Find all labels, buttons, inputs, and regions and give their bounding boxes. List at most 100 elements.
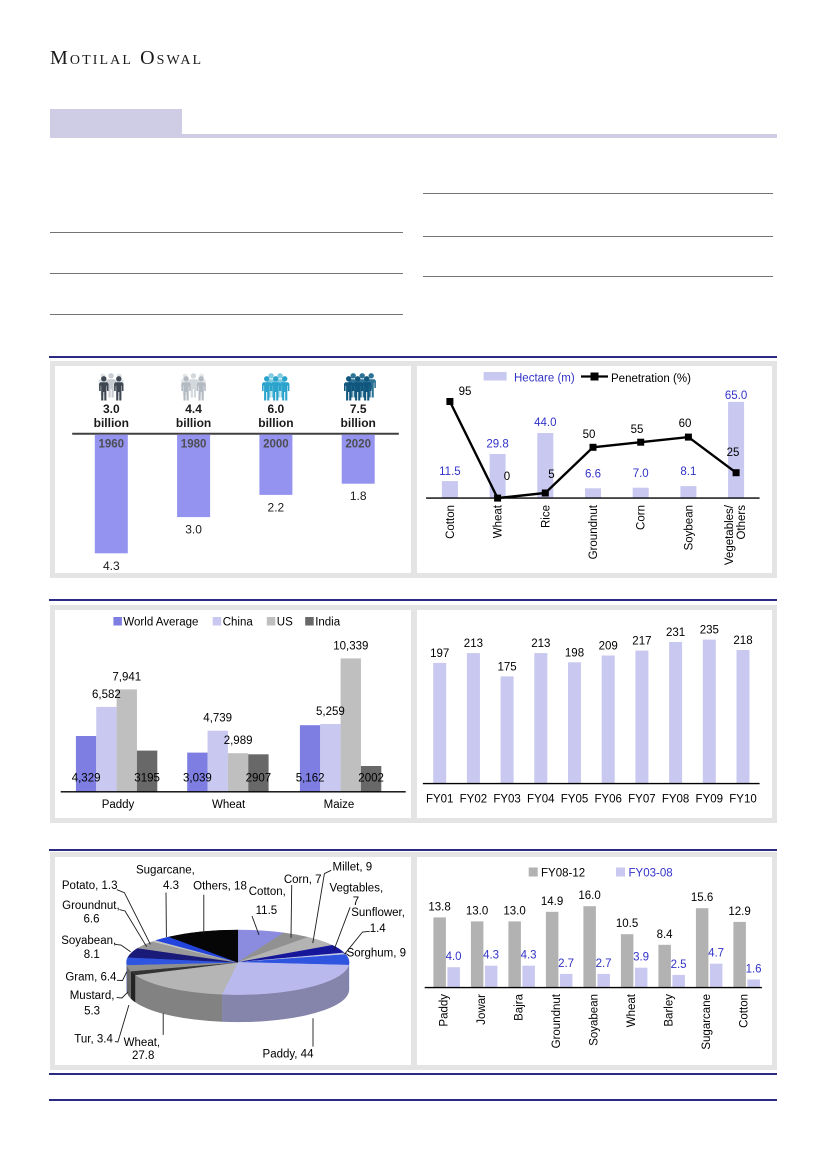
svg-text:2000: 2000 [263,439,289,451]
svg-text:1.6: 1.6 [746,964,762,976]
svg-text:50: 50 [583,429,596,441]
svg-text:4.3: 4.3 [163,880,179,892]
svg-text:5: 5 [548,469,554,481]
svg-text:Gram, 6.4: Gram, 6.4 [65,971,117,983]
svg-text:5.3: 5.3 [84,1005,100,1017]
svg-text:1.8: 1.8 [350,489,367,503]
svg-text:16.0: 16.0 [578,890,600,902]
svg-text:Groundnut,: Groundnut, [62,900,120,912]
svg-text:Rice: Rice [540,505,552,528]
svg-text:8.1: 8.1 [84,949,100,961]
svg-text:2.2: 2.2 [268,500,285,514]
svg-text:13.0: 13.0 [466,905,488,917]
svg-text:Vegtables,: Vegtables, [329,882,383,894]
svg-text:Groundnut: Groundnut [551,993,563,1048]
svg-text:2.7: 2.7 [596,958,612,970]
svg-text:1980: 1980 [181,439,207,451]
svg-text:55: 55 [631,424,644,436]
svg-text:FY09: FY09 [696,794,724,806]
svg-text:Jowar: Jowar [476,994,488,1025]
svg-text:Others: Others [736,505,748,540]
svg-text:Soyabean: Soyabean [588,994,600,1046]
svg-text:3,039: 3,039 [183,772,212,784]
svg-text:2020: 2020 [345,439,371,451]
svg-text:13.0: 13.0 [503,905,525,917]
svg-text:7: 7 [353,896,359,908]
svg-text:29.8: 29.8 [486,439,508,451]
svg-text:15.6: 15.6 [691,892,713,904]
svg-text:209: 209 [599,641,618,653]
svg-text:Penetration (%): Penetration (%) [611,373,691,385]
svg-text:4.4: 4.4 [185,402,202,416]
svg-text:Mustard,: Mustard, [70,990,115,1002]
svg-text:Maize: Maize [324,799,355,811]
svg-text:3.0: 3.0 [103,402,120,416]
svg-text:Tur, 3.4: Tur, 3.4 [74,1033,113,1045]
svg-text:Wheat,: Wheat, [124,1037,160,1049]
svg-text:World Average: World Average [123,617,198,629]
svg-text:Hectare (m): Hectare (m) [514,373,575,385]
svg-text:44.0: 44.0 [534,417,556,429]
svg-text:213: 213 [464,638,483,650]
svg-text:1960: 1960 [99,439,125,451]
svg-text:3.0: 3.0 [185,523,202,537]
svg-text:218: 218 [733,635,752,647]
svg-text:China: China [223,617,254,629]
svg-text:Sunflower,: Sunflower, [351,907,405,919]
svg-text:FY01: FY01 [426,794,454,806]
svg-text:2907: 2907 [246,772,272,784]
svg-text:10.5: 10.5 [616,918,638,930]
svg-text:60: 60 [679,418,692,430]
svg-text:217: 217 [632,636,651,648]
svg-text:4.7: 4.7 [708,948,724,960]
svg-text:4,329: 4,329 [72,772,101,784]
svg-text:7.0: 7.0 [633,468,649,480]
svg-text:7.5: 7.5 [350,402,367,416]
svg-text:Sugarcane,: Sugarcane, [136,865,195,877]
svg-text:US: US [277,617,293,629]
svg-text:FY02: FY02 [460,794,488,806]
svg-text:2,989: 2,989 [224,735,253,747]
svg-text:8.4: 8.4 [657,929,674,941]
svg-text:FY03: FY03 [493,794,520,806]
svg-text:25: 25 [727,447,740,459]
svg-text:Cotton: Cotton [738,994,750,1028]
svg-text:Corn: Corn [636,505,648,530]
svg-text:FY04: FY04 [527,794,555,806]
svg-text:4.3: 4.3 [521,950,537,962]
svg-text:FY10: FY10 [729,794,757,806]
svg-text:Cotton,: Cotton, [249,886,286,898]
svg-text:billion: billion [258,416,293,430]
svg-text:Paddy, 44: Paddy, 44 [263,1049,315,1061]
svg-text:11.5: 11.5 [256,905,278,917]
svg-text:Bajra: Bajra [513,993,525,1020]
svg-text:1.4: 1.4 [370,923,387,935]
svg-text:Vegetables/: Vegetables/ [724,504,736,565]
svg-text:FY06: FY06 [594,794,622,806]
svg-text:Potato, 1.3: Potato, 1.3 [62,880,118,892]
svg-text:2002: 2002 [358,772,384,784]
svg-text:Barley: Barley [663,994,675,1027]
svg-text:4.3: 4.3 [103,559,120,573]
svg-text:213: 213 [531,638,550,650]
svg-text:231: 231 [666,627,685,639]
svg-text:Paddy: Paddy [102,799,135,811]
svg-text:235: 235 [700,625,719,637]
svg-text:Wheat: Wheat [493,504,505,538]
svg-text:FY03-08: FY03-08 [629,868,673,880]
svg-text:Others, 18: Others, 18 [193,881,247,893]
svg-text:7,941: 7,941 [112,671,141,683]
svg-text:6.6: 6.6 [84,914,100,926]
svg-text:billion: billion [176,416,211,430]
svg-text:4.3: 4.3 [483,950,499,962]
svg-text:95: 95 [459,386,472,398]
svg-text:13.8: 13.8 [428,901,450,913]
svg-text:197: 197 [430,648,449,660]
svg-text:0: 0 [504,471,510,483]
svg-text:6.6: 6.6 [585,468,601,480]
svg-text:India: India [315,617,341,629]
svg-text:Wheat: Wheat [626,993,638,1027]
svg-text:billion: billion [94,416,129,430]
svg-text:Millet, 9: Millet, 9 [332,861,372,873]
svg-text:4.0: 4.0 [446,951,462,963]
